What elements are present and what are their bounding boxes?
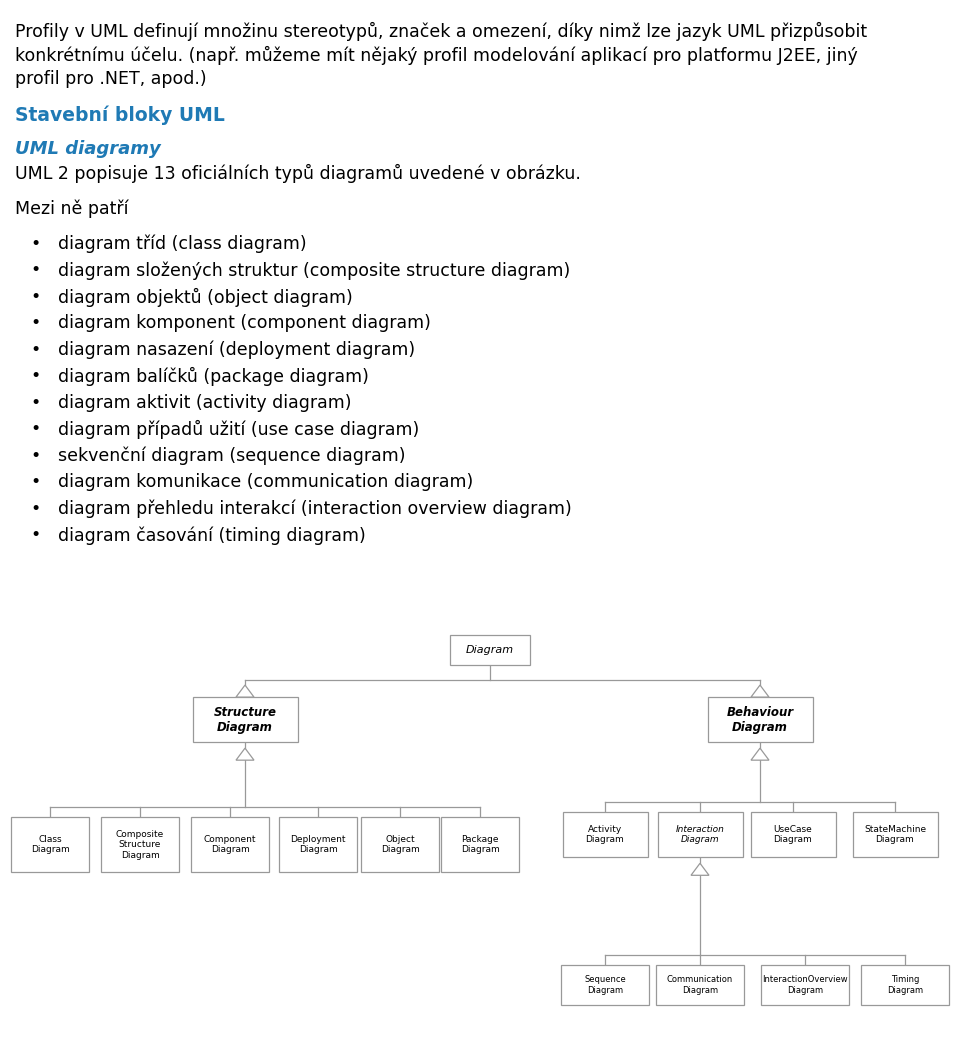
Text: diagram objektů (object diagram): diagram objektů (object diagram) bbox=[58, 288, 352, 307]
Text: Deployment
Diagram: Deployment Diagram bbox=[290, 835, 346, 855]
Text: diagram balíčků (package diagram): diagram balíčků (package diagram) bbox=[58, 368, 369, 386]
Text: •: • bbox=[30, 500, 40, 518]
Text: diagram aktivit (activity diagram): diagram aktivit (activity diagram) bbox=[58, 394, 351, 412]
Text: Object
Diagram: Object Diagram bbox=[380, 835, 420, 855]
FancyBboxPatch shape bbox=[563, 813, 647, 857]
FancyBboxPatch shape bbox=[101, 817, 179, 873]
Text: diagram případů užití (use case diagram): diagram případů užití (use case diagram) bbox=[58, 420, 420, 439]
Text: •: • bbox=[30, 394, 40, 412]
Text: UseCase
Diagram: UseCase Diagram bbox=[774, 825, 812, 844]
Text: diagram komunikace (communication diagram): diagram komunikace (communication diagra… bbox=[58, 474, 473, 491]
FancyBboxPatch shape bbox=[279, 817, 357, 873]
Text: konkrétnímu účelu. (např. můžeme mít nějaký profil modelování aplikací pro platf: konkrétnímu účelu. (např. můžeme mít něj… bbox=[15, 46, 857, 65]
FancyBboxPatch shape bbox=[191, 817, 269, 873]
Text: Behaviour
Diagram: Behaviour Diagram bbox=[727, 706, 794, 734]
Text: profil pro .NET, apod.): profil pro .NET, apod.) bbox=[15, 70, 206, 88]
FancyBboxPatch shape bbox=[861, 965, 949, 1005]
Text: •: • bbox=[30, 235, 40, 253]
Text: •: • bbox=[30, 420, 40, 438]
Text: Diagram: Diagram bbox=[466, 645, 514, 654]
Text: diagram časování (timing diagram): diagram časování (timing diagram) bbox=[58, 526, 366, 545]
Text: diagram přehledu interakcí (interaction overview diagram): diagram přehledu interakcí (interaction … bbox=[58, 500, 572, 518]
FancyBboxPatch shape bbox=[11, 817, 89, 873]
FancyBboxPatch shape bbox=[852, 813, 938, 857]
FancyBboxPatch shape bbox=[361, 817, 439, 873]
Text: •: • bbox=[30, 314, 40, 332]
Text: •: • bbox=[30, 340, 40, 359]
Text: Structure
Diagram: Structure Diagram bbox=[213, 706, 276, 734]
Text: Profily v UML definují množinu stereotypů, značek a omezení, díky nimž lze jazyk: Profily v UML definují množinu stereotyp… bbox=[15, 22, 867, 41]
Text: diagram tříd (class diagram): diagram tříd (class diagram) bbox=[58, 235, 306, 253]
Text: diagram nasazení (deployment diagram): diagram nasazení (deployment diagram) bbox=[58, 340, 415, 359]
Text: Activity
Diagram: Activity Diagram bbox=[586, 825, 624, 844]
Text: •: • bbox=[30, 288, 40, 306]
FancyBboxPatch shape bbox=[761, 965, 849, 1005]
Text: Timing
Diagram: Timing Diagram bbox=[887, 975, 924, 994]
Text: diagram složených struktur (composite structure diagram): diagram složených struktur (composite st… bbox=[58, 261, 570, 279]
Text: Sequence
Diagram: Sequence Diagram bbox=[584, 975, 626, 994]
Text: Communication
Diagram: Communication Diagram bbox=[667, 975, 733, 994]
Text: •: • bbox=[30, 474, 40, 491]
FancyBboxPatch shape bbox=[751, 813, 835, 857]
Text: Component
Diagram: Component Diagram bbox=[204, 835, 256, 855]
Text: •: • bbox=[30, 368, 40, 385]
Text: Package
Diagram: Package Diagram bbox=[461, 835, 499, 855]
Text: sekvenční diagram (sequence diagram): sekvenční diagram (sequence diagram) bbox=[58, 446, 405, 465]
Polygon shape bbox=[751, 749, 769, 760]
Text: Composite
Structure
Diagram: Composite Structure Diagram bbox=[116, 830, 164, 860]
FancyBboxPatch shape bbox=[708, 697, 812, 742]
FancyBboxPatch shape bbox=[441, 817, 519, 873]
Text: Stavební bloky UML: Stavební bloky UML bbox=[15, 106, 225, 125]
Text: •: • bbox=[30, 261, 40, 279]
Text: Class
Diagram: Class Diagram bbox=[31, 835, 69, 855]
Polygon shape bbox=[236, 749, 254, 760]
Polygon shape bbox=[236, 685, 254, 697]
Text: diagram komponent (component diagram): diagram komponent (component diagram) bbox=[58, 314, 431, 332]
FancyBboxPatch shape bbox=[450, 634, 530, 665]
Polygon shape bbox=[691, 863, 709, 876]
Text: Interaction
Diagram: Interaction Diagram bbox=[676, 825, 725, 844]
Text: Mezi ně patří: Mezi ně patří bbox=[15, 200, 129, 218]
Text: •: • bbox=[30, 446, 40, 465]
Text: StateMachine
Diagram: StateMachine Diagram bbox=[864, 825, 926, 844]
Text: UML diagramy: UML diagramy bbox=[15, 140, 160, 158]
Text: InteractionOverview
Diagram: InteractionOverview Diagram bbox=[762, 975, 848, 994]
Polygon shape bbox=[751, 685, 769, 697]
Text: UML 2 popisuje 13 oficiálních typů diagramů uvedené v obrázku.: UML 2 popisuje 13 oficiálních typů diagr… bbox=[15, 164, 581, 183]
FancyBboxPatch shape bbox=[658, 813, 742, 857]
FancyBboxPatch shape bbox=[561, 965, 649, 1005]
Text: •: • bbox=[30, 526, 40, 544]
FancyBboxPatch shape bbox=[193, 697, 298, 742]
FancyBboxPatch shape bbox=[656, 965, 744, 1005]
